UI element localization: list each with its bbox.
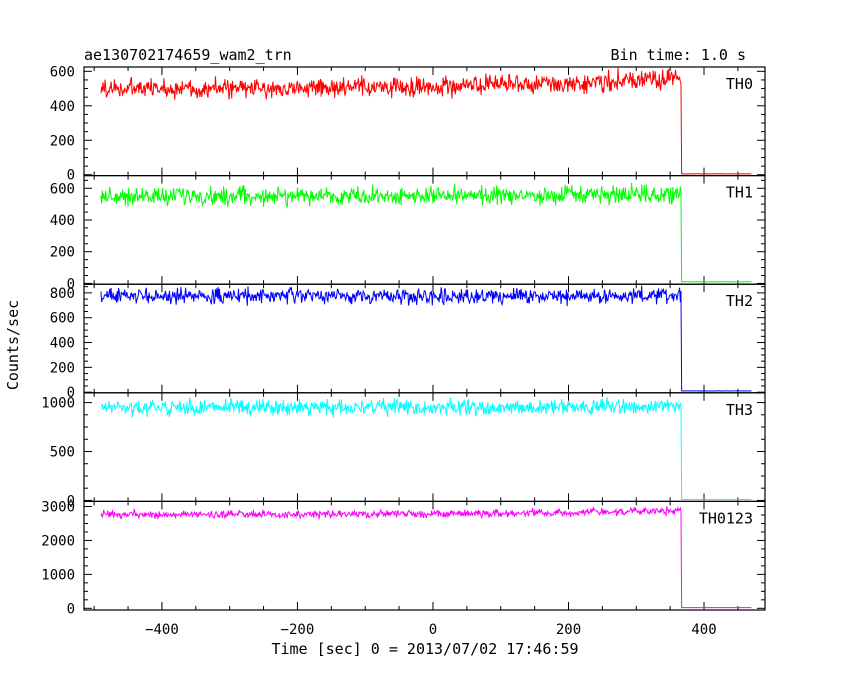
y-axis-label: Counts/sec	[4, 300, 22, 390]
panel-label: TH0123	[699, 509, 753, 527]
panel-th3: 0 500 1000 TH3	[41, 392, 766, 509]
y-tick-label: 0	[67, 276, 75, 292]
y-tick-label: 800	[50, 286, 75, 302]
panel-label: TH0	[726, 75, 753, 93]
y-tick-label: 0	[67, 385, 75, 401]
y-tick-label: 200	[50, 245, 75, 261]
y-tick-label: 0	[67, 601, 75, 617]
panel-label: TH2	[726, 292, 753, 310]
y-tick-label: 1000	[41, 567, 75, 583]
panel-label: TH3	[726, 401, 753, 419]
series-line-th0	[100, 67, 752, 175]
panel-th2: 0 200 400 600 800 TH2	[50, 283, 766, 401]
x-tick-label: −400	[145, 622, 179, 638]
panels-group: 0 200 400 600 TH0 0 200 400 600 TH1 0 200 400 600 800 T…	[41, 64, 766, 638]
chart-title: ae130702174659_wam2_trn	[84, 46, 292, 64]
y-tick-label: 400	[50, 213, 75, 229]
x-axis-label: Time [sec] 0 = 2013/07/02 17:46:59	[271, 640, 578, 658]
series-line-th1	[100, 182, 752, 283]
x-tick-label: 400	[691, 622, 716, 638]
y-tick-label: 1000	[41, 396, 75, 412]
bin-time-label: Bin time: 1.0 s	[611, 46, 746, 64]
y-tick-label: 0	[67, 493, 75, 509]
series-line-th0123	[100, 506, 752, 609]
y-tick-label: 0	[67, 168, 75, 184]
y-tick-label: 3000	[41, 499, 75, 515]
panel-frame	[83, 500, 766, 611]
panel-th0123: 0 1000 2000 3000 TH0123	[41, 499, 766, 617]
y-tick-label: 500	[50, 445, 75, 461]
panel-th0: 0 200 400 600 TH0	[50, 64, 766, 184]
x-tick-label: −200	[281, 622, 315, 638]
y-tick-label: 400	[50, 99, 75, 115]
x-tick-label: 200	[556, 622, 581, 638]
panel-frame	[83, 283, 766, 394]
y-tick-label: 600	[50, 181, 75, 197]
y-tick-label: 400	[50, 336, 75, 352]
y-tick-label: 600	[50, 311, 75, 327]
y-tick-label: 200	[50, 133, 75, 149]
panel-frame	[83, 175, 766, 285]
x-tick-label: 0	[429, 622, 437, 638]
series-line-th2	[100, 285, 752, 392]
panel-label: TH1	[726, 184, 753, 202]
y-tick-label: 600	[50, 64, 75, 80]
series-line-th3	[100, 397, 752, 501]
y-tick-label: 200	[50, 360, 75, 376]
y-tick-label: 2000	[41, 533, 75, 549]
panel-th1: 0 200 400 600 TH1	[50, 175, 766, 292]
